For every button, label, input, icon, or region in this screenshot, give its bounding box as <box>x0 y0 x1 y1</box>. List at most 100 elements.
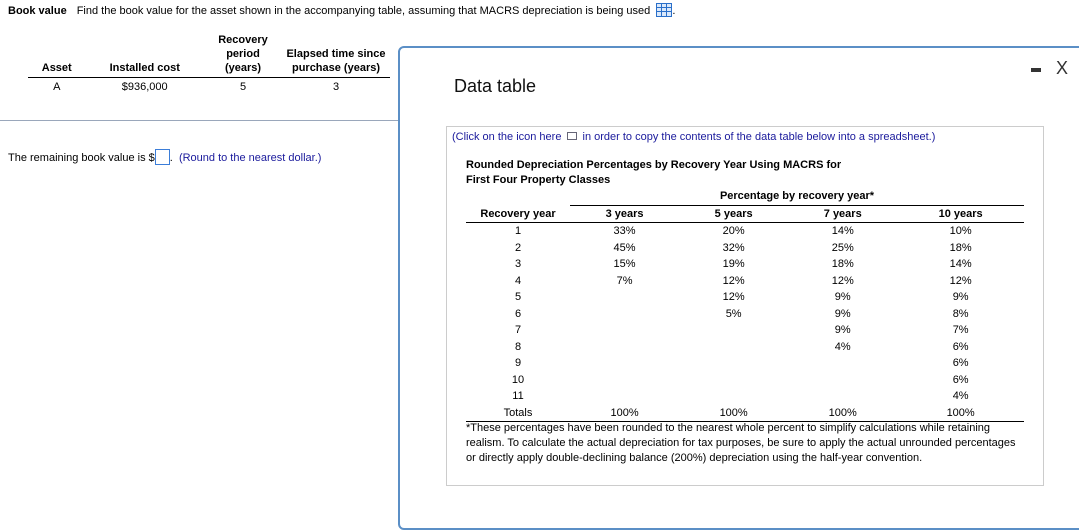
macrs-table: Percentage by recovery year* Recovery ye… <box>466 188 1024 422</box>
cell <box>679 388 788 405</box>
totals-row: Totals 100% 100% 100% 100% <box>466 404 1024 422</box>
cell: 6% <box>952 373 969 386</box>
cell: 14% <box>949 258 972 271</box>
cell <box>570 388 679 405</box>
question-label: Book value <box>8 5 67 17</box>
cell: 5 <box>239 81 247 93</box>
cell: 2 <box>514 241 522 254</box>
cell: 3 <box>514 258 522 271</box>
table-row: 1 33% 20% 14% 10% <box>466 223 1024 240</box>
cell: 9 <box>514 357 522 370</box>
cell <box>570 306 679 323</box>
cell: 3 <box>332 81 340 93</box>
cell: 9% <box>834 324 851 337</box>
cell: 4 <box>514 274 522 287</box>
cell: $936,000 <box>121 81 168 93</box>
cell: 5 <box>514 291 522 304</box>
cell: 9% <box>952 291 969 304</box>
grid-table-icon[interactable] <box>656 3 673 17</box>
table-row: 6 5% 9% 8% <box>466 306 1024 323</box>
cell: 100% <box>788 404 898 422</box>
cell: 6% <box>952 340 969 353</box>
cell: 100% <box>897 404 1024 422</box>
cell: 7% <box>952 324 969 337</box>
cell: 7% <box>616 274 633 287</box>
col-recovery-period: Recovery period (years) <box>204 33 282 78</box>
answer-line: The remaining book value is $. (Round to… <box>8 149 321 165</box>
cell: 9% <box>834 291 851 304</box>
copy-text: (Click on the icon here <box>452 131 562 143</box>
cell: 12% <box>949 274 972 287</box>
table-row: 2 45% 32% 25% 18% <box>466 240 1024 257</box>
cell: 8% <box>952 307 969 320</box>
cell: 12% <box>831 274 854 287</box>
cell: 18% <box>949 241 972 254</box>
cell: 6 <box>514 307 522 320</box>
table-row: 11 4% <box>466 388 1024 405</box>
table-row: 7 9% 7% <box>466 322 1024 339</box>
table-title-line: Rounded Depreciation Percentages by Reco… <box>466 159 842 171</box>
asset-table: Asset Installed cost Recovery period (year… <box>28 33 390 96</box>
cell: 4% <box>834 340 851 353</box>
table-row: 9 6% <box>466 355 1024 372</box>
cell <box>570 322 679 339</box>
table-row: 4 7% 12% 12% 12% <box>466 273 1024 290</box>
close-icon[interactable]: X <box>1056 58 1069 78</box>
col-3-years: 3 years <box>570 205 680 223</box>
copy-icon[interactable] <box>566 132 577 140</box>
cell: 18% <box>831 258 854 271</box>
col-10-years: 10 years <box>897 205 1024 223</box>
table-row: 3 15% 19% 18% 14% <box>466 256 1024 273</box>
answer-prefix: The remaining book value is $ <box>8 152 155 164</box>
modal-title: Data table <box>454 76 537 96</box>
table-row: 10 6% <box>466 372 1024 389</box>
table-row: 8 4% 6% <box>466 339 1024 356</box>
cell: 20% <box>722 225 745 238</box>
cell: 45% <box>613 241 636 254</box>
cell: A <box>53 81 61 93</box>
cell: 33% <box>613 225 636 238</box>
cell <box>788 355 897 372</box>
cell: 1 <box>514 225 522 238</box>
cell: 12% <box>722 291 745 304</box>
col-recovery-year: Recovery year <box>466 205 570 223</box>
cell <box>570 355 679 372</box>
cell: Totals <box>466 404 570 422</box>
cell: 6% <box>952 357 969 370</box>
cell: 11 <box>512 390 524 403</box>
copy-text-2: in order to copy the contents of the dat… <box>582 131 936 143</box>
cell: 10% <box>949 225 972 238</box>
copy-instructions: (Click on the icon here in order to copy… <box>452 131 935 143</box>
book-value-input[interactable] <box>154 149 170 165</box>
cell: 5% <box>725 307 742 320</box>
cell <box>679 339 788 356</box>
cell: 32% <box>722 241 745 254</box>
table-row: A $936,000 5 3 <box>28 78 390 97</box>
cell <box>788 372 897 389</box>
data-table-panel <box>446 126 1044 486</box>
cell <box>570 372 679 389</box>
cell <box>570 289 679 306</box>
cell <box>679 372 788 389</box>
col-7-years: 7 years <box>788 205 898 223</box>
cell: 14% <box>831 225 854 238</box>
cell: 4% <box>952 390 969 403</box>
col-5-years: 5 years <box>679 205 789 223</box>
cell <box>679 322 788 339</box>
cell: 25% <box>831 241 854 254</box>
cell <box>570 339 679 356</box>
question: Book value Find the book value for the as… <box>8 3 676 17</box>
cell: 100% <box>570 404 680 422</box>
cell: 7 <box>514 324 522 337</box>
cell: 15% <box>613 258 636 271</box>
table-row: 5 12% 9% 9% <box>466 289 1024 306</box>
answer-hint: (Round to the nearest dollar.) <box>178 152 322 164</box>
cell <box>679 355 788 372</box>
cell: 12% <box>722 274 745 287</box>
cell <box>788 388 897 405</box>
minimize-icon[interactable] <box>1031 68 1041 72</box>
col-elapsed-time: Elapsed time since purchase (years) <box>282 33 390 78</box>
group-header: Percentage by recovery year* <box>570 188 1024 206</box>
cell: 10 <box>511 373 525 386</box>
question-text: Find the book value for the asset shown … <box>76 5 651 17</box>
